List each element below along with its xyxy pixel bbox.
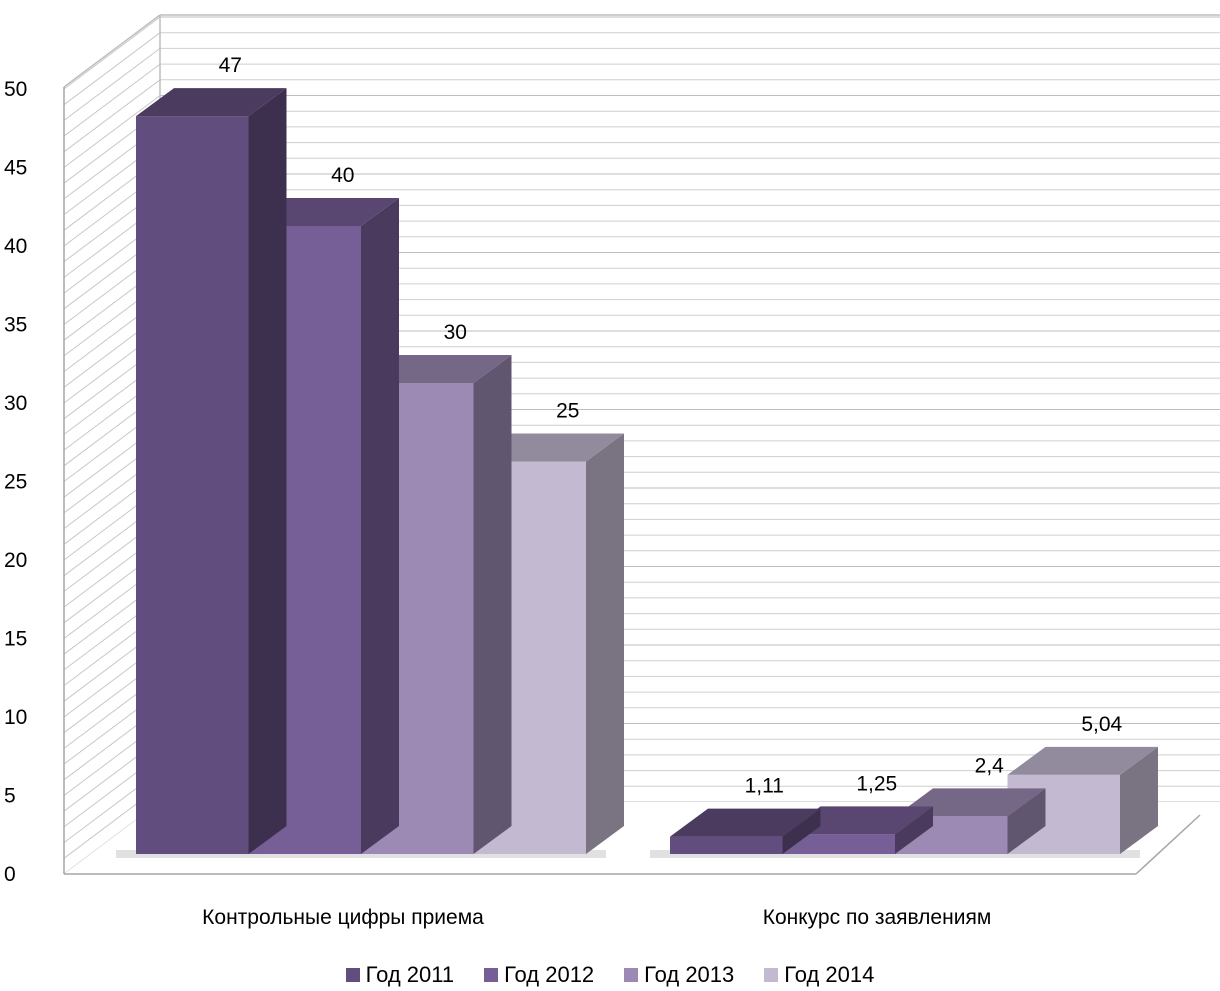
data-label: 47 [219,54,242,77]
y-tick-label: 30 [4,392,27,415]
y-tick-label: 50 [4,78,27,101]
y-tick-label: 35 [4,314,27,337]
bar-side [782,808,821,854]
y-tick-label: 40 [4,235,27,258]
legend-label: Год 2012 [504,962,595,987]
side-wall-gridline [63,16,161,90]
side-wall-gridline [63,79,161,153]
bar-side [895,806,933,854]
bar-side [1120,746,1158,854]
y-tick-label: 45 [4,157,27,180]
side-wall-gridline [63,63,161,137]
legend-swatch [764,968,779,982]
legend-swatch [624,968,639,982]
y-tick-label: 10 [4,706,27,729]
data-label: 2,4 [975,754,1005,777]
bar-side [361,198,399,854]
legend-item: Год 2011 [345,962,455,988]
legend-swatch [484,968,499,982]
legend: Год 2011 Год 2012 Год 2013 Год 2014 [0,962,1220,988]
x-tick-label: Конкурс по заявлениям [763,906,992,929]
legend-label: Год 2011 [365,962,455,987]
bar-side [473,355,512,854]
legend-label: Год 2013 [644,962,735,987]
data-label: 5,04 [1081,713,1122,736]
y-tick-label: 5 [4,785,16,808]
data-label: 1,25 [856,772,897,795]
y-tick-label: 15 [4,628,27,651]
bar-side [248,88,287,855]
bar-side [586,433,624,854]
side-wall-gridline [63,32,161,106]
legend-label: Год 2014 [784,962,875,987]
legend-swatch [345,968,360,982]
bar [670,836,783,854]
legend-item: Год 2014 [764,962,874,988]
data-label: 25 [556,400,579,423]
y-tick-label: 0 [4,863,16,886]
side-wall-gridline [63,95,161,168]
bar [782,834,895,854]
y-tick-label: 25 [4,471,27,494]
legend-item: Год 2013 [624,962,734,988]
side-wall-gridline [63,48,161,121]
data-label: 40 [331,164,354,187]
side-wall-top-edge [63,14,161,88]
x-tick-label: Контрольные цифры приема [202,906,484,929]
floor-right-edge [1135,814,1201,875]
bar [136,116,249,855]
data-label: 30 [444,321,467,344]
bar-top [136,88,287,117]
legend-item: Год 2012 [484,962,594,988]
bar-side [1007,788,1046,854]
y-tick-label: 20 [4,549,27,572]
bar-chart-3d: 0 5 10 15 20 25 30 35 40 45 50 47 40 30 25 Контрольные … [4,14,1220,929]
bar-top [1007,746,1158,775]
bar-top [670,808,821,837]
data-label: 1,11 [745,775,784,798]
